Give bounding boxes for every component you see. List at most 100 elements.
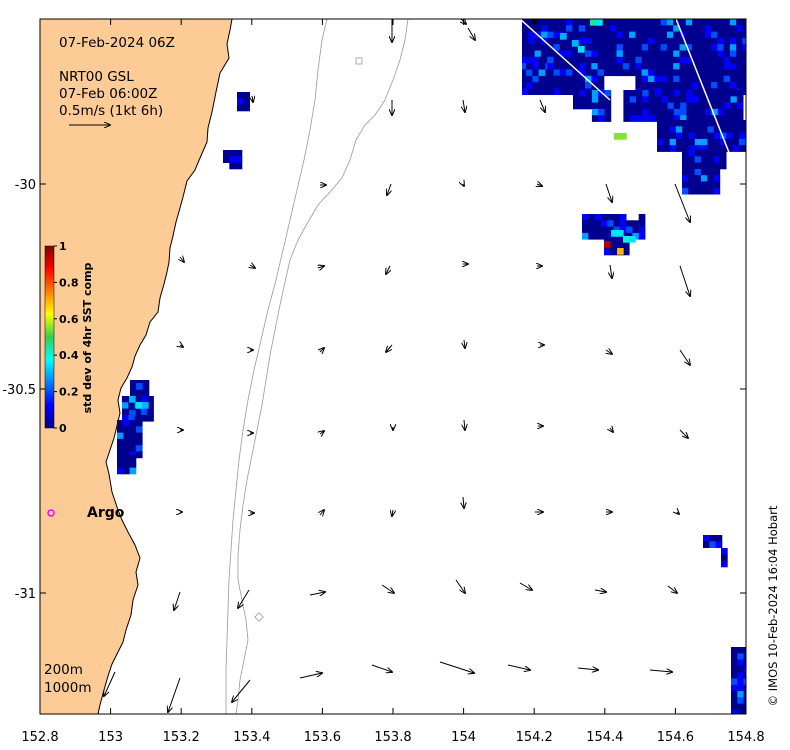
sst-cell xyxy=(698,25,706,32)
sst-cell-highlight xyxy=(611,230,618,237)
sst-cell xyxy=(641,82,649,89)
sst-cell xyxy=(679,44,687,51)
sst-cell xyxy=(720,120,727,127)
sst-cell xyxy=(622,44,630,51)
sst-cell xyxy=(648,69,655,77)
sst-cell xyxy=(738,132,746,140)
sst-cell xyxy=(585,19,592,26)
sst-cell xyxy=(582,214,589,221)
sst-cell xyxy=(538,82,546,89)
sst-cell xyxy=(130,392,137,400)
sst-cell xyxy=(613,214,621,221)
sst-cell xyxy=(731,716,738,723)
sst-cell xyxy=(623,115,631,122)
sst-cell xyxy=(654,69,661,77)
scale-speed-label: 0.5m/s (1kt 6h) xyxy=(59,103,163,119)
sst-cell xyxy=(134,414,142,422)
sst-cell xyxy=(679,69,687,77)
colorbar-ticks: 1 0.8 0.6 0.4 0.2 0 xyxy=(54,240,79,435)
sst-cell xyxy=(661,102,668,110)
sst-cell xyxy=(607,226,614,234)
sst-cell xyxy=(622,25,630,32)
sst-cell xyxy=(724,90,731,97)
sst-cell xyxy=(572,75,580,83)
sst-cell xyxy=(553,19,561,26)
sst-cell xyxy=(673,90,681,97)
sst-cell xyxy=(547,37,554,45)
sst-cell xyxy=(619,226,627,234)
current-vector-arrow xyxy=(392,510,393,516)
sst-cell xyxy=(585,44,592,51)
sst-cell xyxy=(731,691,738,698)
sst-cell xyxy=(660,44,668,51)
sst-cell xyxy=(626,220,633,227)
sst-cell xyxy=(707,132,715,140)
sst-cell xyxy=(588,232,595,240)
sst-cell xyxy=(688,162,695,170)
current-time-label: 07-Feb 06:00Z xyxy=(59,86,157,102)
sst-cell xyxy=(692,96,700,103)
sst-cell xyxy=(660,63,668,70)
sst-cell xyxy=(692,108,700,116)
sst-cell xyxy=(685,37,693,45)
sst-cell xyxy=(729,31,737,39)
sst-cell xyxy=(700,175,708,182)
sst-cell xyxy=(729,44,737,51)
sst-cell xyxy=(743,710,746,714)
sst-cell xyxy=(736,44,743,51)
sst-cell xyxy=(707,175,714,182)
colorbar-title: std dev of 4hr SST comp xyxy=(81,262,94,413)
current-vector-arrow xyxy=(320,510,324,515)
current-vector-arrow xyxy=(467,27,475,40)
sst-cell xyxy=(522,25,529,32)
sst-cell xyxy=(694,126,702,133)
sst-cell xyxy=(129,467,137,475)
sst-cell xyxy=(663,145,670,152)
sst-cell xyxy=(704,19,712,26)
sst-cell xyxy=(723,50,731,58)
sst-cell xyxy=(666,69,674,77)
sst-cell xyxy=(147,408,154,416)
sst-cell xyxy=(566,25,573,32)
sst-cell xyxy=(598,96,605,103)
sst-cell xyxy=(572,56,580,64)
cloud-streak xyxy=(675,19,737,171)
x-tick-label: 153 xyxy=(98,730,123,745)
current-vector-arrow xyxy=(679,265,690,296)
sst-cell xyxy=(679,37,687,45)
sst-cell xyxy=(694,150,702,157)
sst-cell xyxy=(134,396,142,403)
sst-cell xyxy=(673,50,680,58)
sst-cell xyxy=(641,25,649,32)
sst-cell xyxy=(669,126,677,133)
sst-cell xyxy=(547,25,554,32)
sst-cell xyxy=(666,25,674,32)
sst-cell-highlight xyxy=(136,402,143,409)
sst-cell xyxy=(713,168,721,176)
sst-cell xyxy=(682,168,689,176)
sst-cell xyxy=(720,145,727,152)
current-vector-arrow xyxy=(371,664,392,672)
sst-cell xyxy=(616,56,624,64)
sst-cell xyxy=(579,96,586,103)
sst-cell xyxy=(723,44,731,51)
sst-cell xyxy=(591,63,598,70)
sst-cell xyxy=(663,138,670,146)
current-vector-arrow xyxy=(174,591,181,610)
sst-cell xyxy=(594,226,602,234)
sst-cell xyxy=(654,115,662,122)
sst-cell xyxy=(553,31,561,39)
current-vector-arrow xyxy=(320,348,324,352)
sst-cell xyxy=(713,156,721,163)
sst-cell xyxy=(685,56,693,64)
sst-cell xyxy=(585,25,592,32)
sst-cell xyxy=(573,90,580,97)
sst-cell xyxy=(707,181,714,189)
sst-cell xyxy=(736,25,743,32)
sst-cell xyxy=(717,102,725,110)
sst-cell xyxy=(711,37,718,45)
sst-cell xyxy=(713,162,721,170)
sst-cell xyxy=(694,181,702,189)
sst-cell xyxy=(660,56,668,64)
sst-cell xyxy=(663,132,670,140)
